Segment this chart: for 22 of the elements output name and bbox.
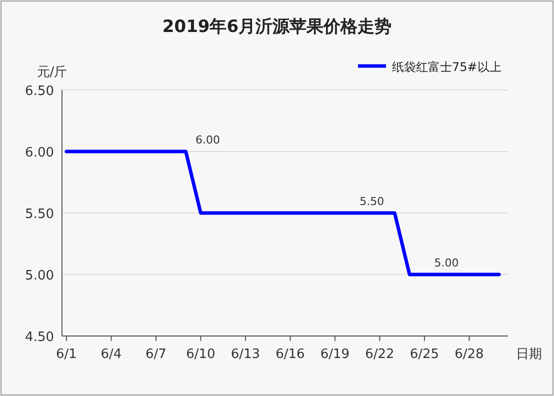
- y-axis-title: 元/斤: [36, 65, 68, 80]
- x-tick-label: 6/16: [276, 347, 305, 362]
- chart-title: 2019年6月沂源苹果价格走势: [162, 17, 392, 37]
- y-tick-label: 4.50: [25, 330, 54, 345]
- x-tick-label: 6/1: [56, 347, 77, 362]
- x-tick-label: 6/19: [320, 347, 350, 362]
- x-tick-label: 6/7: [146, 347, 166, 362]
- legend-label: 纸袋红富士75#以上: [392, 60, 502, 74]
- y-tick-label: 6.00: [25, 146, 54, 160]
- y-tick-label: 6.50: [25, 84, 54, 99]
- data-label: 6.00: [196, 134, 220, 146]
- x-tick-label: 6/25: [410, 347, 440, 362]
- data-label: 5.00: [434, 256, 459, 270]
- x-tick-label: 6/28: [454, 347, 484, 362]
- y-tick-label: 5.00: [25, 268, 54, 284]
- x-axis-title: 日期: [516, 347, 542, 362]
- y-tick-label: 5.50: [25, 207, 54, 222]
- x-tick-label: 6/13: [230, 347, 260, 362]
- x-tick-label: 6/22: [365, 347, 394, 362]
- x-tick-label: 6/10: [186, 347, 216, 362]
- x-tick-label: 6/4: [100, 347, 122, 362]
- data-label: 5.50: [360, 195, 384, 208]
